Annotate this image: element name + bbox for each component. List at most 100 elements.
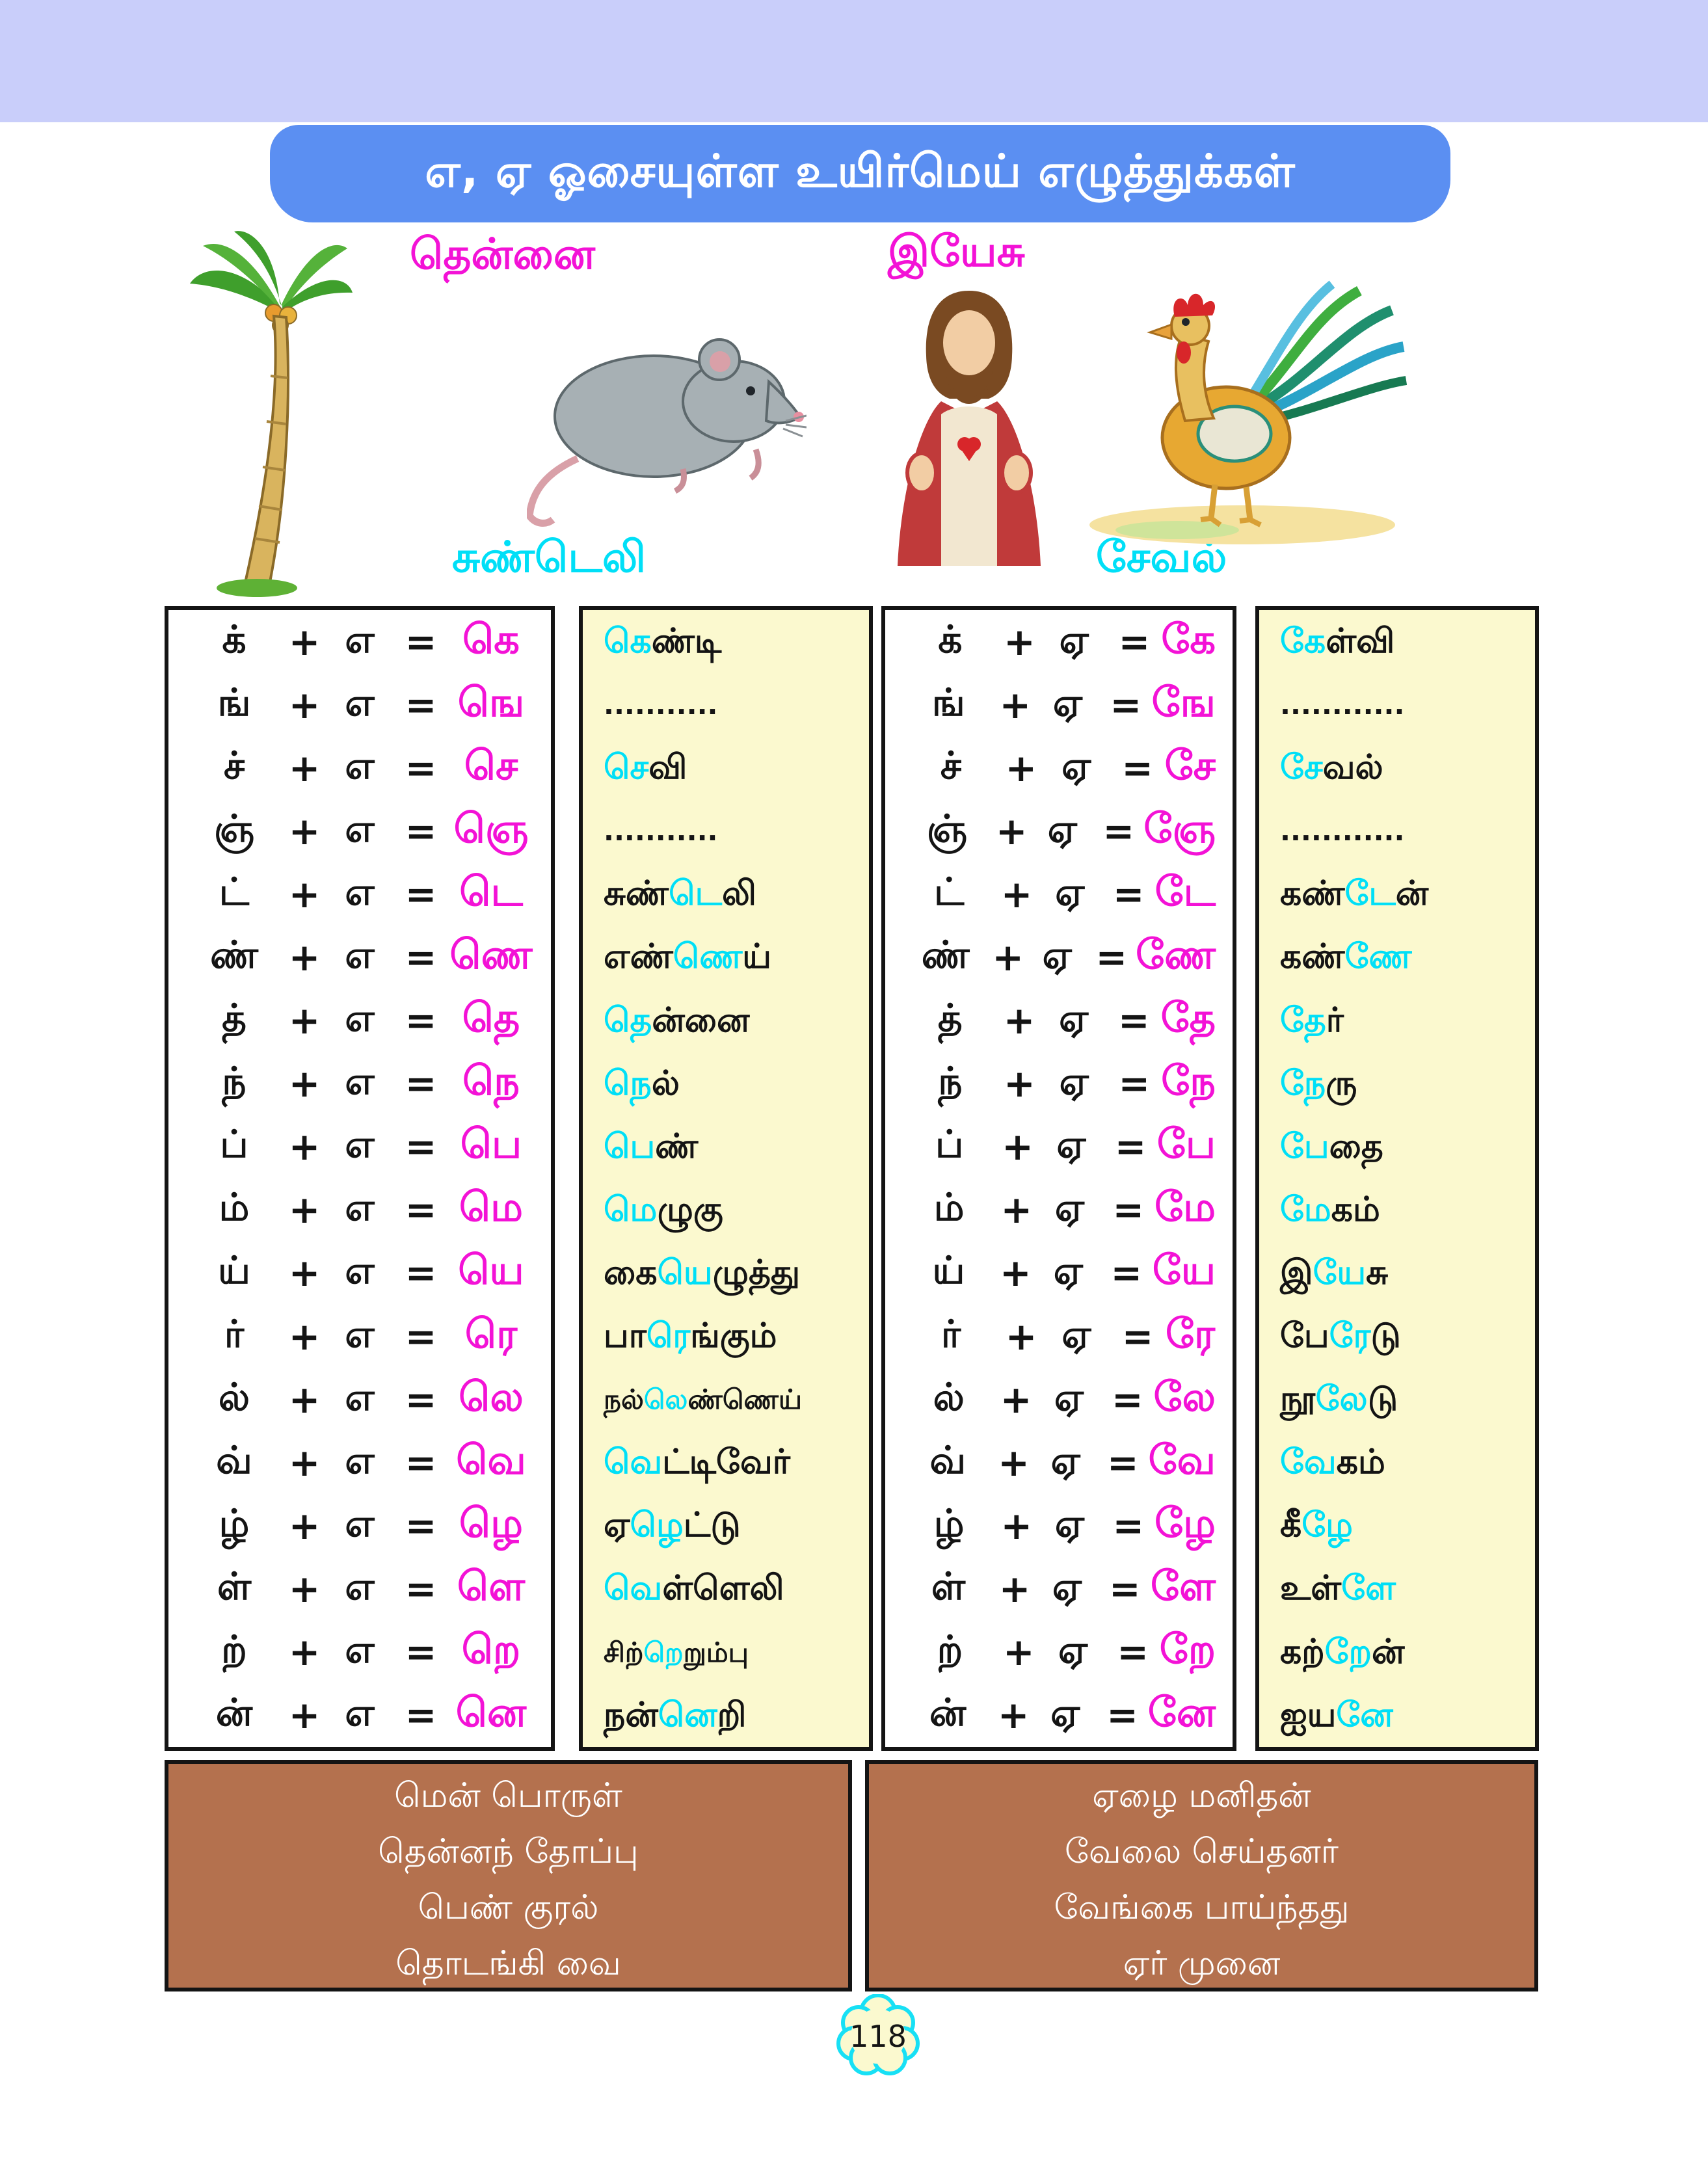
equation-row: வ் + ஏ = வே xyxy=(885,1431,1233,1494)
result-letter: லே xyxy=(1153,1372,1216,1420)
equation-row: ல் + எ = லெ xyxy=(168,1368,551,1431)
vowel-letter: எ xyxy=(345,1059,375,1104)
word-highlight: தெ xyxy=(604,1000,652,1040)
vowel-letter: ஏ xyxy=(1052,1564,1082,1608)
consonant-letter: ந் xyxy=(938,1059,963,1104)
plus-sign: + xyxy=(288,1566,321,1611)
word-part: கண் xyxy=(1280,874,1345,914)
consonant-letter: ப் xyxy=(935,1122,964,1167)
vowel-letter: ஏ xyxy=(1053,1248,1083,1293)
vowel-letter: ஏ xyxy=(1059,996,1089,1041)
word-part: வி xyxy=(648,748,687,788)
word-part: சிற் xyxy=(604,1636,644,1668)
word-part: ........... xyxy=(604,815,718,847)
plus-sign: + xyxy=(288,935,321,980)
equals-sign: = xyxy=(405,1693,437,1738)
plus-sign: + xyxy=(288,1125,321,1169)
equation-row: ய் + ஏ = யே xyxy=(885,1242,1233,1305)
word-part: கம் xyxy=(1336,1443,1385,1482)
consonant-letter: ர் xyxy=(941,1311,961,1356)
equation-row: த் + எ = தெ xyxy=(168,989,551,1052)
result-letter: றெ xyxy=(461,1625,521,1673)
word-item: நன்னெறி xyxy=(583,1684,869,1747)
equals-sign: = xyxy=(1118,1061,1151,1106)
equals-sign: = xyxy=(1117,998,1150,1043)
plus-sign: + xyxy=(1004,1061,1035,1106)
equation-row: ன் + எ = னெ xyxy=(168,1684,551,1747)
consonant-letter: ங் xyxy=(217,680,251,725)
result-letter: ஙெ xyxy=(457,678,525,726)
equals-sign: = xyxy=(1110,1251,1143,1296)
equals-sign: = xyxy=(1114,1125,1147,1169)
table-ee-box: க் + ஏ = கே ங் + ஏ = ஙே ச் + ஏ = சே ஞ் + ஏ = ஞே ட் + ஏ = டே ண் + ஏ =… xyxy=(881,606,1236,1751)
word-item: பாரெங்கும் xyxy=(583,1305,869,1368)
equation-row: ழ் + எ = ழெ xyxy=(168,1494,551,1557)
equation-row: ர் + எ = ரெ xyxy=(168,1305,551,1368)
vowel-letter: எ xyxy=(345,1500,375,1545)
equals-sign: = xyxy=(405,998,437,1043)
plus-sign: + xyxy=(997,1693,1030,1738)
word-part: சுண் xyxy=(604,874,669,914)
plus-sign: + xyxy=(288,619,321,664)
equation-row: ந் + எ = நெ xyxy=(168,1052,551,1115)
coconut-tree-image xyxy=(190,231,353,597)
word-item: இயேசு xyxy=(1259,1242,1535,1305)
word-part: லி xyxy=(721,874,756,914)
word-item: கையெழுத்து xyxy=(583,1242,869,1305)
word-part: எண் xyxy=(604,937,673,977)
word-part: ........... xyxy=(604,689,718,721)
consonant-letter: ச் xyxy=(223,743,245,788)
word-item: கெண்டி xyxy=(583,610,869,673)
result-letter: ஞே xyxy=(1143,804,1216,852)
word-part: கம் xyxy=(1331,1190,1380,1229)
plus-sign: + xyxy=(1003,998,1035,1043)
result-letter: னெ xyxy=(455,1688,527,1737)
consonant-letter: ட் xyxy=(934,869,965,914)
word-part: ள்வி xyxy=(1326,622,1395,661)
word-highlight: யே xyxy=(1313,1253,1367,1292)
word-item: எண்ணெய் xyxy=(583,926,869,989)
label-jesus: இயேசு xyxy=(888,226,1025,276)
jesus-image xyxy=(898,291,1041,566)
plus-sign: + xyxy=(288,745,321,790)
vowel-letter: ஏ xyxy=(1054,1500,1085,1545)
word-highlight: கெ xyxy=(604,622,652,661)
vowel-letter: ஏ xyxy=(1054,1374,1084,1419)
equation-row: ழ் + ஏ = ழே xyxy=(885,1494,1233,1557)
word-highlight: பே xyxy=(1280,1126,1329,1166)
vowel-letter: ஏ xyxy=(1058,1627,1088,1672)
equals-sign: = xyxy=(405,1125,437,1169)
consonant-letter: ற் xyxy=(221,1627,247,1672)
word-highlight: நெ xyxy=(604,1063,652,1103)
rat-image xyxy=(527,338,807,527)
word-highlight: ணே xyxy=(1344,937,1412,977)
word-item: கீழே xyxy=(1259,1494,1535,1557)
equation-row: ட் + எ = டெ xyxy=(168,862,551,926)
word-highlight: றெ xyxy=(643,1636,684,1668)
equals-sign: = xyxy=(1110,682,1142,727)
note-line: வேங்கை பாய்ந்தது xyxy=(1054,1888,1350,1927)
word-item: சுண்டெலி xyxy=(583,862,869,926)
word-part: ............ xyxy=(1280,815,1405,847)
word-highlight: ரே xyxy=(1329,1316,1371,1356)
note-line: மென் பொருள் xyxy=(394,1776,622,1815)
word-highlight: பெ xyxy=(604,1126,656,1166)
plus-sign: + xyxy=(1000,872,1033,916)
equation-row: ள் + ஏ = ளே xyxy=(885,1557,1233,1620)
word-item: நல்லெண்ணெய் xyxy=(583,1368,869,1431)
vowel-letter: ஏ xyxy=(1052,680,1083,725)
equation-row: க் + ஏ = கே xyxy=(885,610,1233,673)
equation-row: ன் + ஏ = னே xyxy=(885,1684,1233,1747)
word-part: வல் xyxy=(1322,748,1383,788)
consonant-letter: ம் xyxy=(933,1185,965,1230)
equals-sign: = xyxy=(405,1566,437,1611)
word-part: ன்னை xyxy=(652,1000,750,1040)
word-part: நல் xyxy=(604,1383,644,1416)
consonant-letter: ய் xyxy=(932,1248,965,1293)
vowel-letter: எ xyxy=(345,617,375,661)
plus-sign: + xyxy=(1000,1251,1032,1296)
equation-row: ல் + ஏ = லே xyxy=(885,1368,1233,1431)
equation-row: த் + ஏ = தே xyxy=(885,989,1233,1052)
word-part: தை xyxy=(1329,1126,1383,1166)
equation-row: ஞ் + ஏ = ஞே xyxy=(885,799,1233,862)
